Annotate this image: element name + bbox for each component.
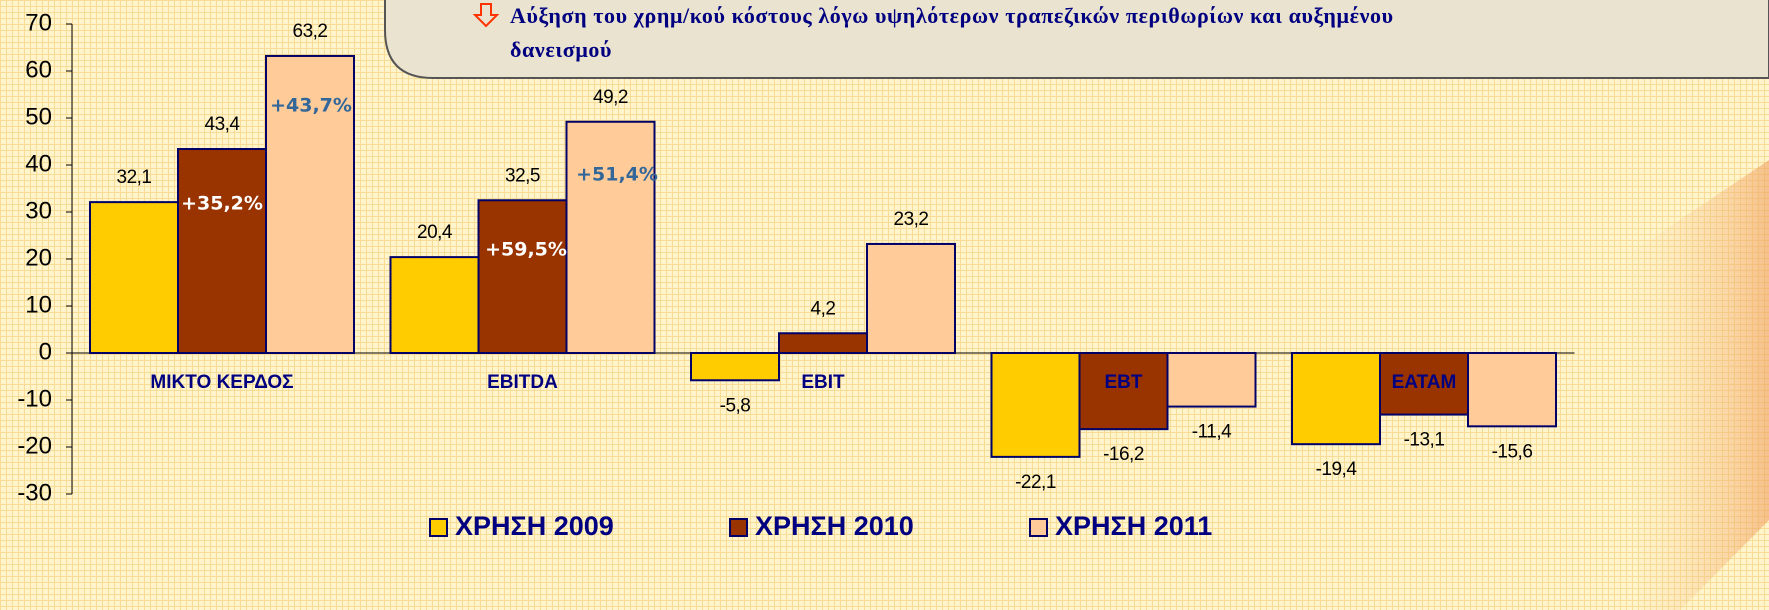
bar <box>177 148 267 354</box>
growth-label: +43,7% <box>270 95 352 117</box>
bar <box>89 201 179 354</box>
value-label: 4,2 <box>811 298 836 319</box>
y-tick-label: 20 <box>25 244 52 271</box>
y-tick-label: 10 <box>25 291 52 318</box>
bar <box>1291 352 1381 446</box>
x-tick-label: EBT <box>1105 372 1143 393</box>
bar <box>1078 352 1169 431</box>
value-label: 20,4 <box>417 222 453 243</box>
x-tick-label: EBITDA <box>487 372 558 393</box>
bar <box>866 242 956 355</box>
growth-label: +59,5% <box>485 239 567 261</box>
value-label: 43,4 <box>205 114 241 135</box>
note-line-2: δανεισμού <box>510 37 612 62</box>
bar <box>477 199 568 354</box>
plot: -30 -20 -10 0 10 20 30 40 50 60 70 32,1 43,4 63,2 ΜΙΚΤ… <box>17 9 1575 506</box>
bar <box>778 332 868 355</box>
note-box <box>384 0 1769 79</box>
value-label: 23,2 <box>894 209 929 230</box>
value-label: -16,2 <box>1103 444 1144 465</box>
x-tick-label: ΜΙΚΤΟ ΚΕΡΔΟΣ <box>150 372 293 393</box>
y-tick-label: -30 <box>17 479 52 506</box>
value-label: -11,4 <box>1192 422 1232 443</box>
value-label: -5,8 <box>720 395 751 416</box>
growth-label: +35,2% <box>181 193 263 215</box>
legend-label: ΧΡΗΣΗ 2010 <box>755 511 914 541</box>
bar <box>1379 352 1469 416</box>
legend-swatch <box>729 518 748 537</box>
bar <box>565 120 656 355</box>
y-tick-label: -20 <box>17 432 52 459</box>
bar <box>690 352 780 382</box>
x-tick-label: EBIT <box>801 372 845 393</box>
y-tick-label: 60 <box>25 56 52 83</box>
note-line-1: Αύξηση του χρημ/κού κόστους λόγω υψηλότε… <box>510 3 1394 28</box>
y-tick-label: 0 <box>39 338 52 365</box>
bar <box>990 352 1081 458</box>
value-label: 49,2 <box>593 87 628 108</box>
bar <box>389 256 480 354</box>
value-label: -15,6 <box>1492 441 1533 462</box>
value-label: 32,5 <box>505 165 540 186</box>
y-tick-label: 40 <box>25 150 52 177</box>
bar <box>265 54 355 355</box>
decoration <box>1620 160 1769 610</box>
value-label: -22,1 <box>1015 472 1056 493</box>
growth-label: +51,4% <box>576 164 658 186</box>
legend-swatch <box>1029 518 1048 537</box>
legend-label: ΧΡΗΣΗ 2011 <box>1055 511 1212 541</box>
bar <box>1166 352 1257 408</box>
legend-swatch <box>429 518 448 537</box>
y-tick-label: -10 <box>17 385 52 412</box>
y-tick-label: 70 <box>25 9 52 36</box>
value-label: 32,1 <box>117 167 152 188</box>
x-tick-label: EATAM <box>1392 372 1457 393</box>
legend-label: ΧΡΗΣΗ 2009 <box>455 511 614 541</box>
value-label: -19,4 <box>1316 459 1358 480</box>
bar <box>1467 352 1557 428</box>
value-label: -13,1 <box>1404 430 1445 451</box>
y-tick-label: 30 <box>25 197 52 224</box>
arrow-icon <box>472 3 500 28</box>
y-tick-label: 50 <box>25 103 52 130</box>
value-label: 63,2 <box>293 21 328 42</box>
